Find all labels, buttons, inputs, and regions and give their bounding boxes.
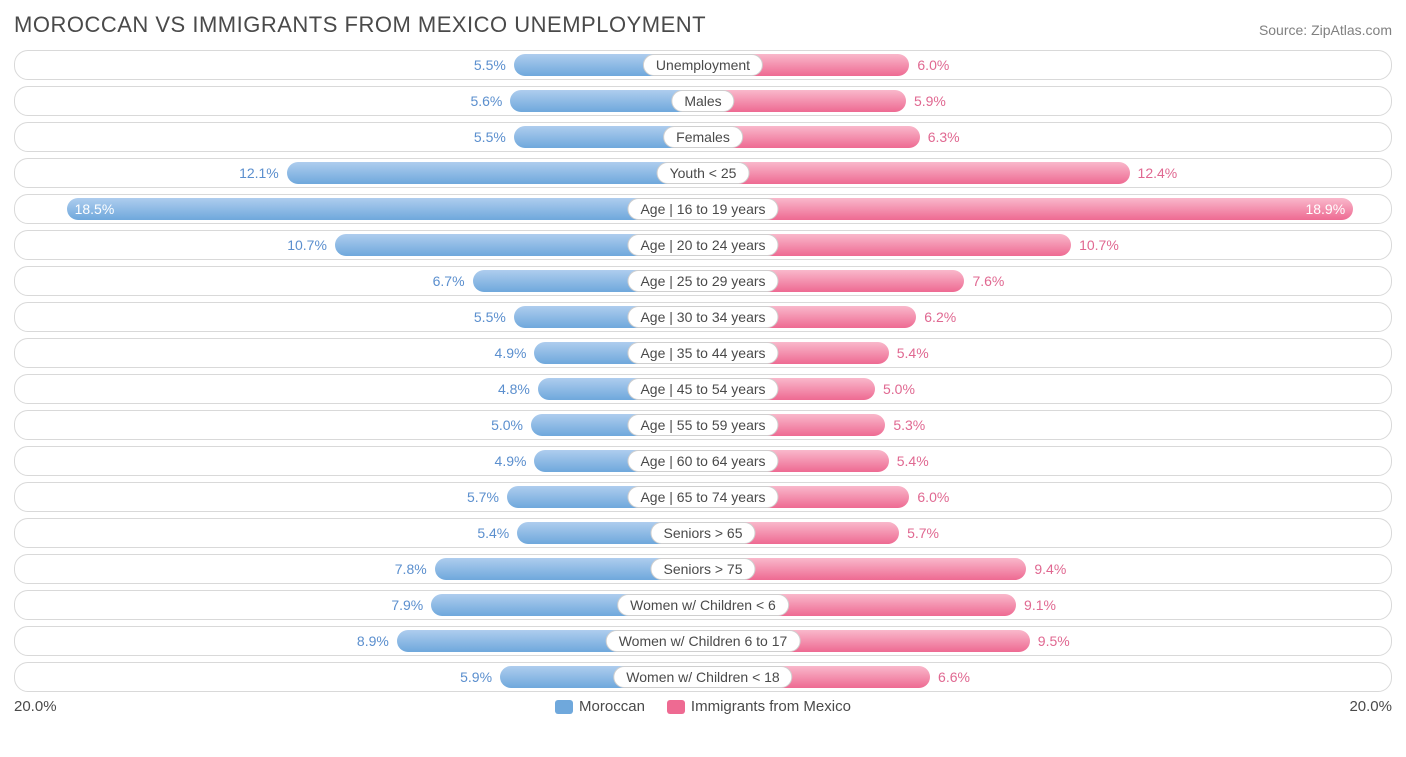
category-label: Age | 20 to 24 years (627, 234, 778, 256)
category-label: Age | 30 to 34 years (627, 306, 778, 328)
value-label-right: 6.2% (924, 309, 956, 325)
chart-row: 5.9% 6.6% Women w/ Children < 18 (14, 662, 1392, 692)
category-label: Age | 65 to 74 years (627, 486, 778, 508)
category-label: Seniors > 65 (651, 522, 756, 544)
legend-label-right: Immigrants from Mexico (691, 698, 851, 715)
value-label-left: 5.5% (474, 309, 506, 325)
axis-right-max: 20.0% (1349, 698, 1392, 715)
chart-header: MOROCCAN VS IMMIGRANTS FROM MEXICO UNEMP… (14, 12, 1392, 38)
value-label-right: 18.9% (1305, 201, 1345, 217)
chart-row: 4.9% 5.4% Age | 60 to 64 years (14, 446, 1392, 476)
value-label-right: 5.7% (907, 525, 939, 541)
value-label-right: 7.6% (972, 273, 1004, 289)
category-label: Women w/ Children 6 to 17 (606, 630, 801, 652)
bar-right (703, 198, 1353, 220)
chart-row: 4.9% 5.4% Age | 35 to 44 years (14, 338, 1392, 368)
value-label-right: 6.6% (938, 669, 970, 685)
chart-row: 4.8% 5.0% Age | 45 to 54 years (14, 374, 1392, 404)
value-label-right: 6.3% (928, 129, 960, 145)
value-label-left: 4.9% (495, 345, 527, 361)
category-label: Age | 60 to 64 years (627, 450, 778, 472)
chart-row: 7.9% 9.1% Women w/ Children < 6 (14, 590, 1392, 620)
legend: Moroccan Immigrants from Mexico (555, 698, 851, 715)
chart-row: 5.5% 6.2% Age | 30 to 34 years (14, 302, 1392, 332)
value-label-right: 12.4% (1138, 165, 1178, 181)
chart-rows: 5.5% 6.0% Unemployment 5.6% 5.9% Males 5.5% 6.3… (14, 50, 1392, 692)
chart-row: 5.4% 5.7% Seniors > 65 (14, 518, 1392, 548)
value-label-left: 18.5% (75, 201, 115, 217)
value-label-left: 6.7% (433, 273, 465, 289)
value-label-left: 12.1% (239, 165, 279, 181)
value-label-left: 4.8% (498, 381, 530, 397)
value-label-left: 7.8% (395, 561, 427, 577)
category-label: Males (671, 90, 734, 112)
chart-row: 6.7% 7.6% Age | 25 to 29 years (14, 266, 1392, 296)
value-label-right: 5.4% (897, 453, 929, 469)
legend-swatch-icon (555, 700, 573, 714)
value-label-left: 7.9% (391, 597, 423, 613)
value-label-right: 10.7% (1079, 237, 1119, 253)
value-label-left: 5.6% (470, 93, 502, 109)
category-label: Youth < 25 (657, 162, 750, 184)
chart-row: 5.6% 5.9% Males (14, 86, 1392, 116)
chart-row: 5.5% 6.0% Unemployment (14, 50, 1392, 80)
value-label-left: 10.7% (287, 237, 327, 253)
value-label-right: 6.0% (917, 57, 949, 73)
chart-footer: 20.0% Moroccan Immigrants from Mexico 20… (14, 698, 1392, 715)
value-label-left: 5.0% (491, 417, 523, 433)
category-label: Seniors > 75 (651, 558, 756, 580)
legend-item-left: Moroccan (555, 698, 645, 715)
value-label-right: 9.1% (1024, 597, 1056, 613)
value-label-left: 5.5% (474, 129, 506, 145)
legend-swatch-icon (667, 700, 685, 714)
legend-label-left: Moroccan (579, 698, 645, 715)
bar-right (703, 162, 1130, 184)
chart-row: 12.1% 12.4% Youth < 25 (14, 158, 1392, 188)
category-label: Age | 16 to 19 years (627, 198, 778, 220)
category-label: Age | 45 to 54 years (627, 378, 778, 400)
value-label-left: 5.5% (474, 57, 506, 73)
chart-source: Source: ZipAtlas.com (1259, 22, 1392, 38)
value-label-left: 5.7% (467, 489, 499, 505)
value-label-right: 5.3% (893, 417, 925, 433)
value-label-left: 5.4% (477, 525, 509, 541)
bar-left (287, 162, 703, 184)
chart-row: 18.5% 18.9% Age | 16 to 19 years (14, 194, 1392, 224)
value-label-left: 8.9% (357, 633, 389, 649)
value-label-right: 5.9% (914, 93, 946, 109)
chart-row: 5.0% 5.3% Age | 55 to 59 years (14, 410, 1392, 440)
category-label: Age | 25 to 29 years (627, 270, 778, 292)
category-label: Females (663, 126, 743, 148)
value-label-right: 5.4% (897, 345, 929, 361)
axis-left-max: 20.0% (14, 698, 57, 715)
bar-left (67, 198, 703, 220)
value-label-right: 5.0% (883, 381, 915, 397)
value-label-left: 5.9% (460, 669, 492, 685)
value-label-right: 9.4% (1034, 561, 1066, 577)
value-label-right: 6.0% (917, 489, 949, 505)
chart-row: 7.8% 9.4% Seniors > 75 (14, 554, 1392, 584)
legend-item-right: Immigrants from Mexico (667, 698, 851, 715)
category-label: Unemployment (643, 54, 763, 76)
chart-row: 8.9% 9.5% Women w/ Children 6 to 17 (14, 626, 1392, 656)
value-label-right: 9.5% (1038, 633, 1070, 649)
category-label: Women w/ Children < 18 (613, 666, 792, 688)
chart-row: 5.7% 6.0% Age | 65 to 74 years (14, 482, 1392, 512)
value-label-left: 4.9% (495, 453, 527, 469)
category-label: Age | 55 to 59 years (627, 414, 778, 436)
chart-row: 5.5% 6.3% Females (14, 122, 1392, 152)
category-label: Age | 35 to 44 years (627, 342, 778, 364)
chart-row: 10.7% 10.7% Age | 20 to 24 years (14, 230, 1392, 260)
category-label: Women w/ Children < 6 (617, 594, 789, 616)
chart-title: MOROCCAN VS IMMIGRANTS FROM MEXICO UNEMP… (14, 12, 706, 38)
